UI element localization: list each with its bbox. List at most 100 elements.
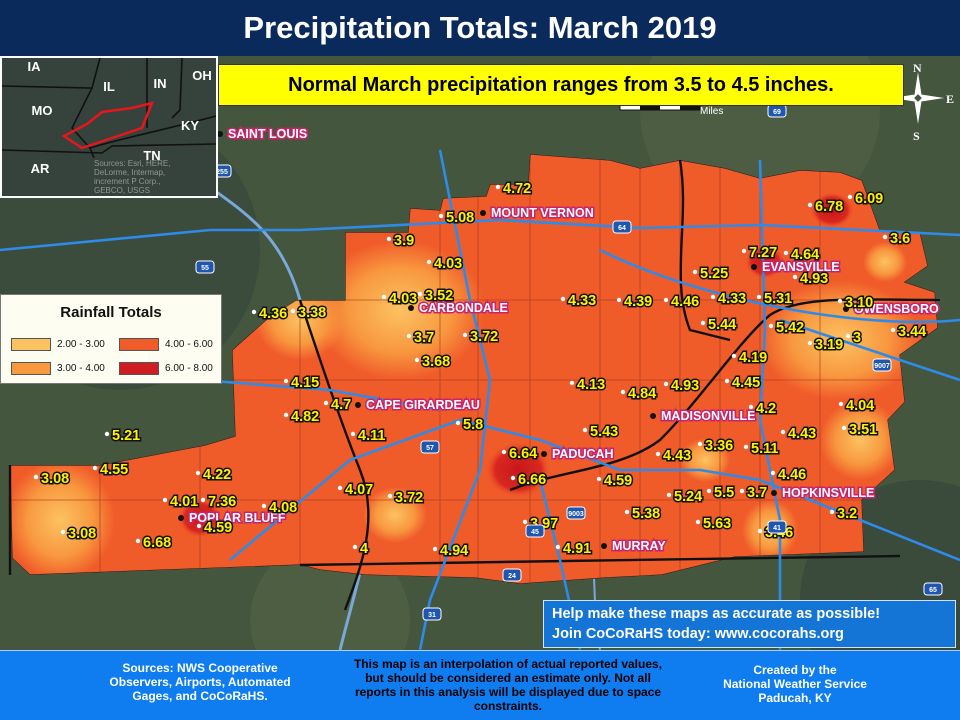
station-dot — [695, 519, 701, 525]
station-dot — [417, 291, 423, 297]
station-dot — [501, 449, 507, 455]
city-label: OWENSBORO — [854, 302, 939, 316]
svg-text:Miles: Miles — [700, 106, 723, 117]
city-dot — [650, 413, 656, 419]
cocorahs-line2[interactable]: Join CoCoRaHS today: www.cocorahs.org — [552, 626, 844, 642]
precip-value: 4.94 — [440, 543, 468, 559]
legend-item: 2.00 - 3.00 — [11, 338, 105, 351]
precip-value: 4.59 — [604, 473, 632, 489]
station-dot — [352, 544, 358, 550]
precip-value: 6.66 — [518, 472, 546, 488]
inset-state-label: IA — [28, 59, 42, 74]
station-dot — [283, 378, 289, 384]
precip-value: 4.59 — [204, 520, 232, 536]
station-dot — [290, 308, 296, 314]
station-dot — [838, 401, 844, 407]
station-dot — [837, 298, 843, 304]
city-label: MADISONVILLE — [661, 409, 755, 423]
station-dot — [104, 431, 110, 437]
svg-text:31: 31 — [428, 612, 436, 619]
station-dot — [890, 327, 896, 333]
station-dot — [135, 538, 141, 544]
station-dot — [162, 497, 168, 503]
legend-item: 6.00 - 8.00 — [119, 362, 213, 375]
station-dot — [882, 234, 888, 240]
legend-swatch — [11, 338, 51, 351]
station-dots — [33, 184, 896, 552]
road-shield: 9007 — [872, 358, 892, 372]
city-dot — [217, 131, 223, 137]
road-shield: 65 — [923, 582, 943, 596]
precip-value: 3.38 — [298, 305, 326, 321]
inset-state-label: KY — [181, 118, 199, 133]
precip-value: 3.7 — [747, 485, 767, 501]
precip-value: 4.07 — [345, 482, 373, 498]
precip-value: 5.08 — [446, 210, 474, 226]
precip-value: 5.38 — [632, 506, 660, 522]
city-dot — [178, 515, 184, 521]
station-dot — [560, 296, 566, 302]
station-dot — [261, 503, 267, 509]
precip-value: 3.6 — [890, 231, 910, 247]
station-dot — [706, 488, 712, 494]
precip-value: 4 — [360, 541, 368, 557]
svg-text:64: 64 — [618, 225, 626, 232]
precip-value: 3.51 — [849, 422, 877, 438]
precip-value: 5.11 — [751, 441, 778, 457]
road-shield: 9003 — [566, 506, 586, 520]
precip-value: 4.93 — [671, 378, 699, 394]
precip-value: 4.19 — [739, 350, 767, 366]
station-dot — [438, 213, 444, 219]
station-dot — [743, 444, 749, 450]
precip-value: 7.27 — [749, 245, 777, 261]
precip-value: 4.33 — [568, 293, 596, 309]
precip-value: 3.19 — [815, 337, 843, 353]
cocorahs-line1: Help make these maps as accurate as poss… — [552, 606, 881, 622]
rainfall-legend: Rainfall Totals 2.00 - 3.00 4.00 - 6.00 … — [0, 294, 222, 384]
precip-value: 6.78 — [815, 199, 843, 215]
precip-value: 3 — [853, 330, 861, 346]
station-dot — [462, 332, 468, 338]
station-dot — [700, 320, 706, 326]
inset-state-label: TN — [143, 148, 160, 163]
precip-value: 4.39 — [624, 294, 652, 310]
road-shield: 69 — [767, 104, 787, 118]
road-shield: 55 — [195, 260, 215, 274]
svg-text:45: 45 — [531, 529, 539, 536]
station-dot — [807, 202, 813, 208]
precip-value: 4.11 — [358, 428, 385, 444]
city-label: HOPKINSVILLE — [782, 486, 874, 500]
station-dot — [455, 420, 461, 426]
station-dot — [663, 297, 669, 303]
precip-value: 3.52 — [425, 288, 453, 304]
map-area[interactable]: SAINT LOUIS MOUNT VERNON CARBONDALE CAPE GI… — [0, 56, 960, 650]
road-shield: 45 — [525, 524, 545, 538]
inset-credit-line: GEBCO, USGS — [94, 186, 150, 195]
station-dot — [323, 400, 329, 406]
precip-value: 6.68 — [143, 535, 171, 551]
precip-value: 5.8 — [463, 417, 483, 433]
precip-value: 3.72 — [470, 329, 498, 345]
station-dot — [569, 380, 575, 386]
station-dot — [655, 451, 661, 457]
station-dot — [33, 474, 39, 480]
precip-value: 4.43 — [663, 448, 691, 464]
precip-value: 4.22 — [203, 467, 231, 483]
precip-value: 4.2 — [756, 401, 776, 417]
city-label: PADUCAH — [552, 447, 614, 461]
station-dot — [624, 509, 630, 515]
normal-precip-note: Normal March precipitation ranges from 3… — [218, 64, 904, 106]
svg-text:N: N — [913, 61, 922, 75]
precip-value: 4.08 — [269, 500, 297, 516]
inset-state-label: MO — [32, 103, 53, 118]
station-dot — [386, 236, 392, 242]
svg-text:69: 69 — [773, 109, 781, 116]
map-canvas: SAINT LOUIS MOUNT VERNON CARBONDALE CAPE GI… — [0, 56, 960, 650]
precip-value: 5.42 — [776, 320, 804, 336]
station-dot — [829, 509, 835, 515]
precip-value: 4.36 — [259, 306, 287, 322]
legend-swatch — [119, 362, 159, 375]
station-dot — [195, 470, 201, 476]
cocorahs-banner[interactable]: Help make these maps as accurate as poss… — [543, 600, 956, 648]
footer-credit: Created by the National Weather Service Pa… — [723, 663, 867, 705]
